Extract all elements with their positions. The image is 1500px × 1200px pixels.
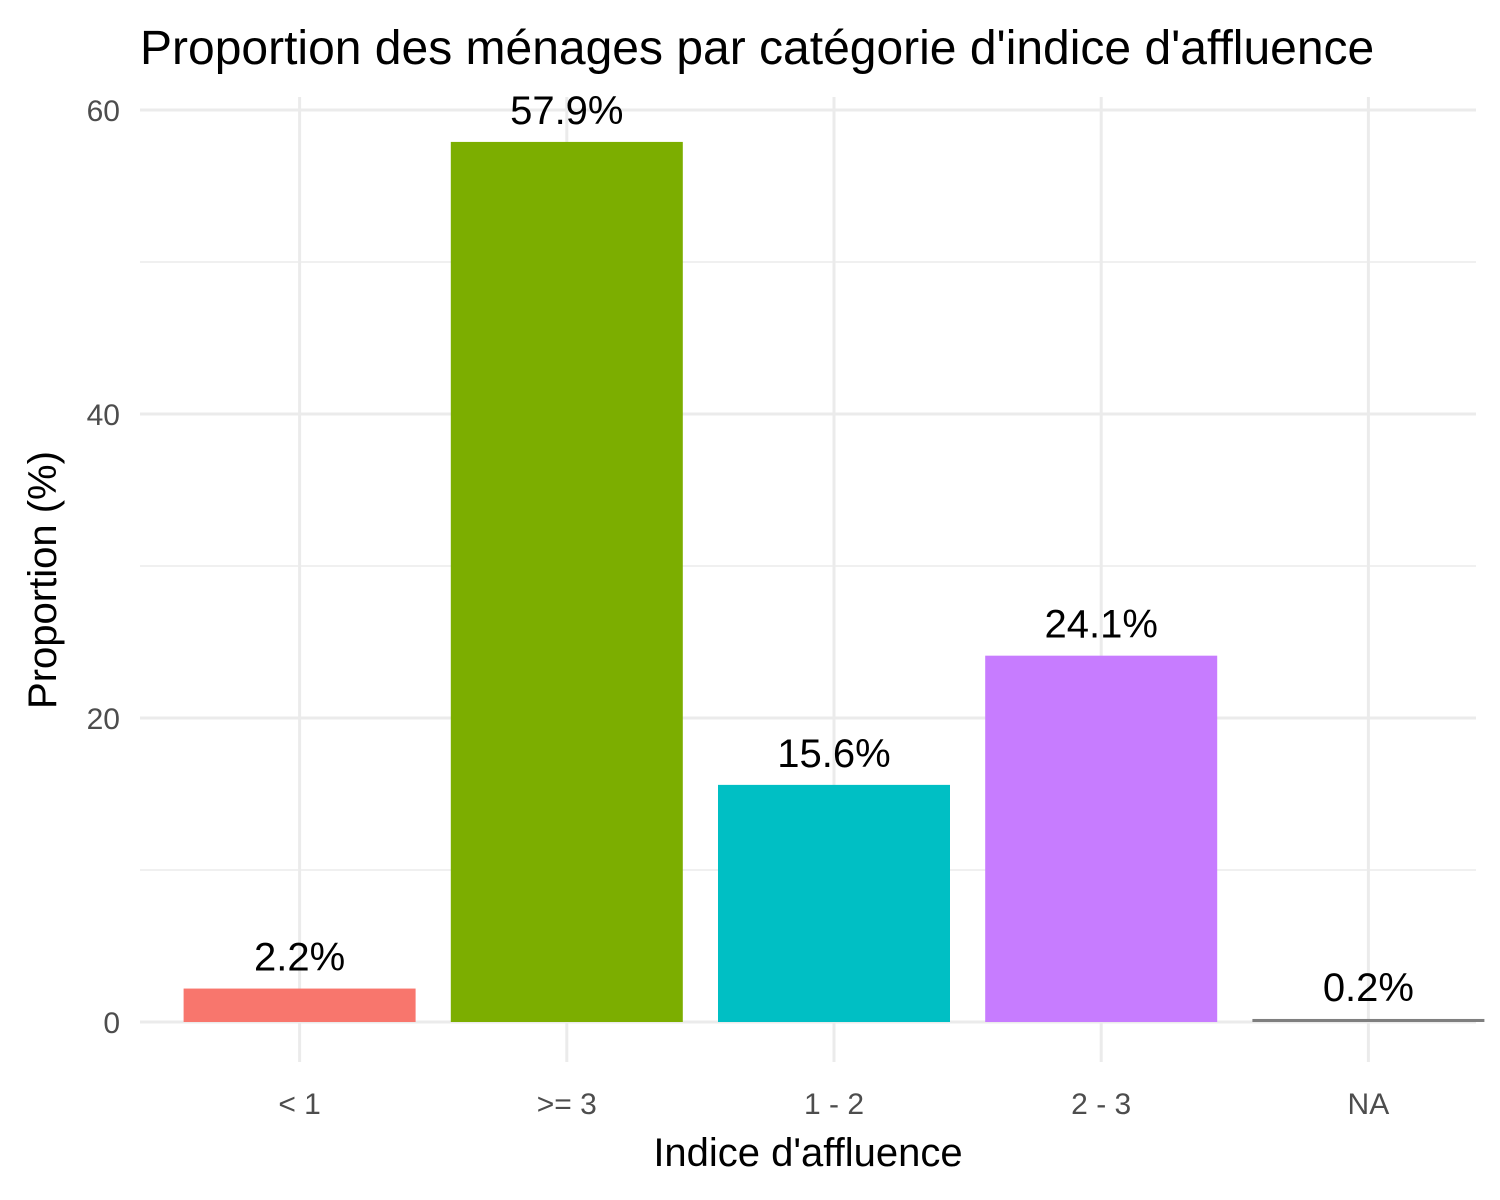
bar-3 xyxy=(718,784,950,1022)
data-label-4: 24.1% xyxy=(1044,603,1157,647)
y-tick-label: 60 xyxy=(87,95,120,128)
y-tick-label: 20 xyxy=(87,703,120,736)
y-tick-label: 40 xyxy=(87,399,120,432)
x-axis-title: Indice d'affluence xyxy=(653,1131,962,1175)
x-axis-ticks: < 1 >= 3 1 - 2 2 - 3 NA xyxy=(278,1088,1389,1121)
data-label-1: 2.2% xyxy=(254,936,345,980)
data-labels: 2.2% 57.9% 15.6% 24.1% 0.2% xyxy=(254,89,1414,1010)
data-label-2: 57.9% xyxy=(510,89,623,133)
chart-title: Proportion des ménages par catégorie d'i… xyxy=(140,22,1374,75)
x-tick-label: < 1 xyxy=(278,1088,321,1121)
x-tick-label: 2 - 3 xyxy=(1071,1088,1131,1121)
y-tick-label: 0 xyxy=(103,1007,120,1040)
bar-1 xyxy=(183,988,416,1022)
bar-5 xyxy=(1252,1018,1485,1022)
data-label-5: 0.2% xyxy=(1323,966,1414,1010)
x-tick-label: >= 3 xyxy=(537,1088,597,1121)
bars xyxy=(183,141,1485,1023)
bar-2 xyxy=(450,141,683,1023)
bar-4 xyxy=(985,655,1218,1022)
x-tick-label: NA xyxy=(1348,1088,1390,1121)
y-axis-ticks: 0 20 40 60 xyxy=(87,95,120,1040)
data-label-3: 15.6% xyxy=(777,732,890,776)
y-axis-title: Proportion (%) xyxy=(21,451,65,709)
x-tick-label: 1 - 2 xyxy=(804,1088,864,1121)
